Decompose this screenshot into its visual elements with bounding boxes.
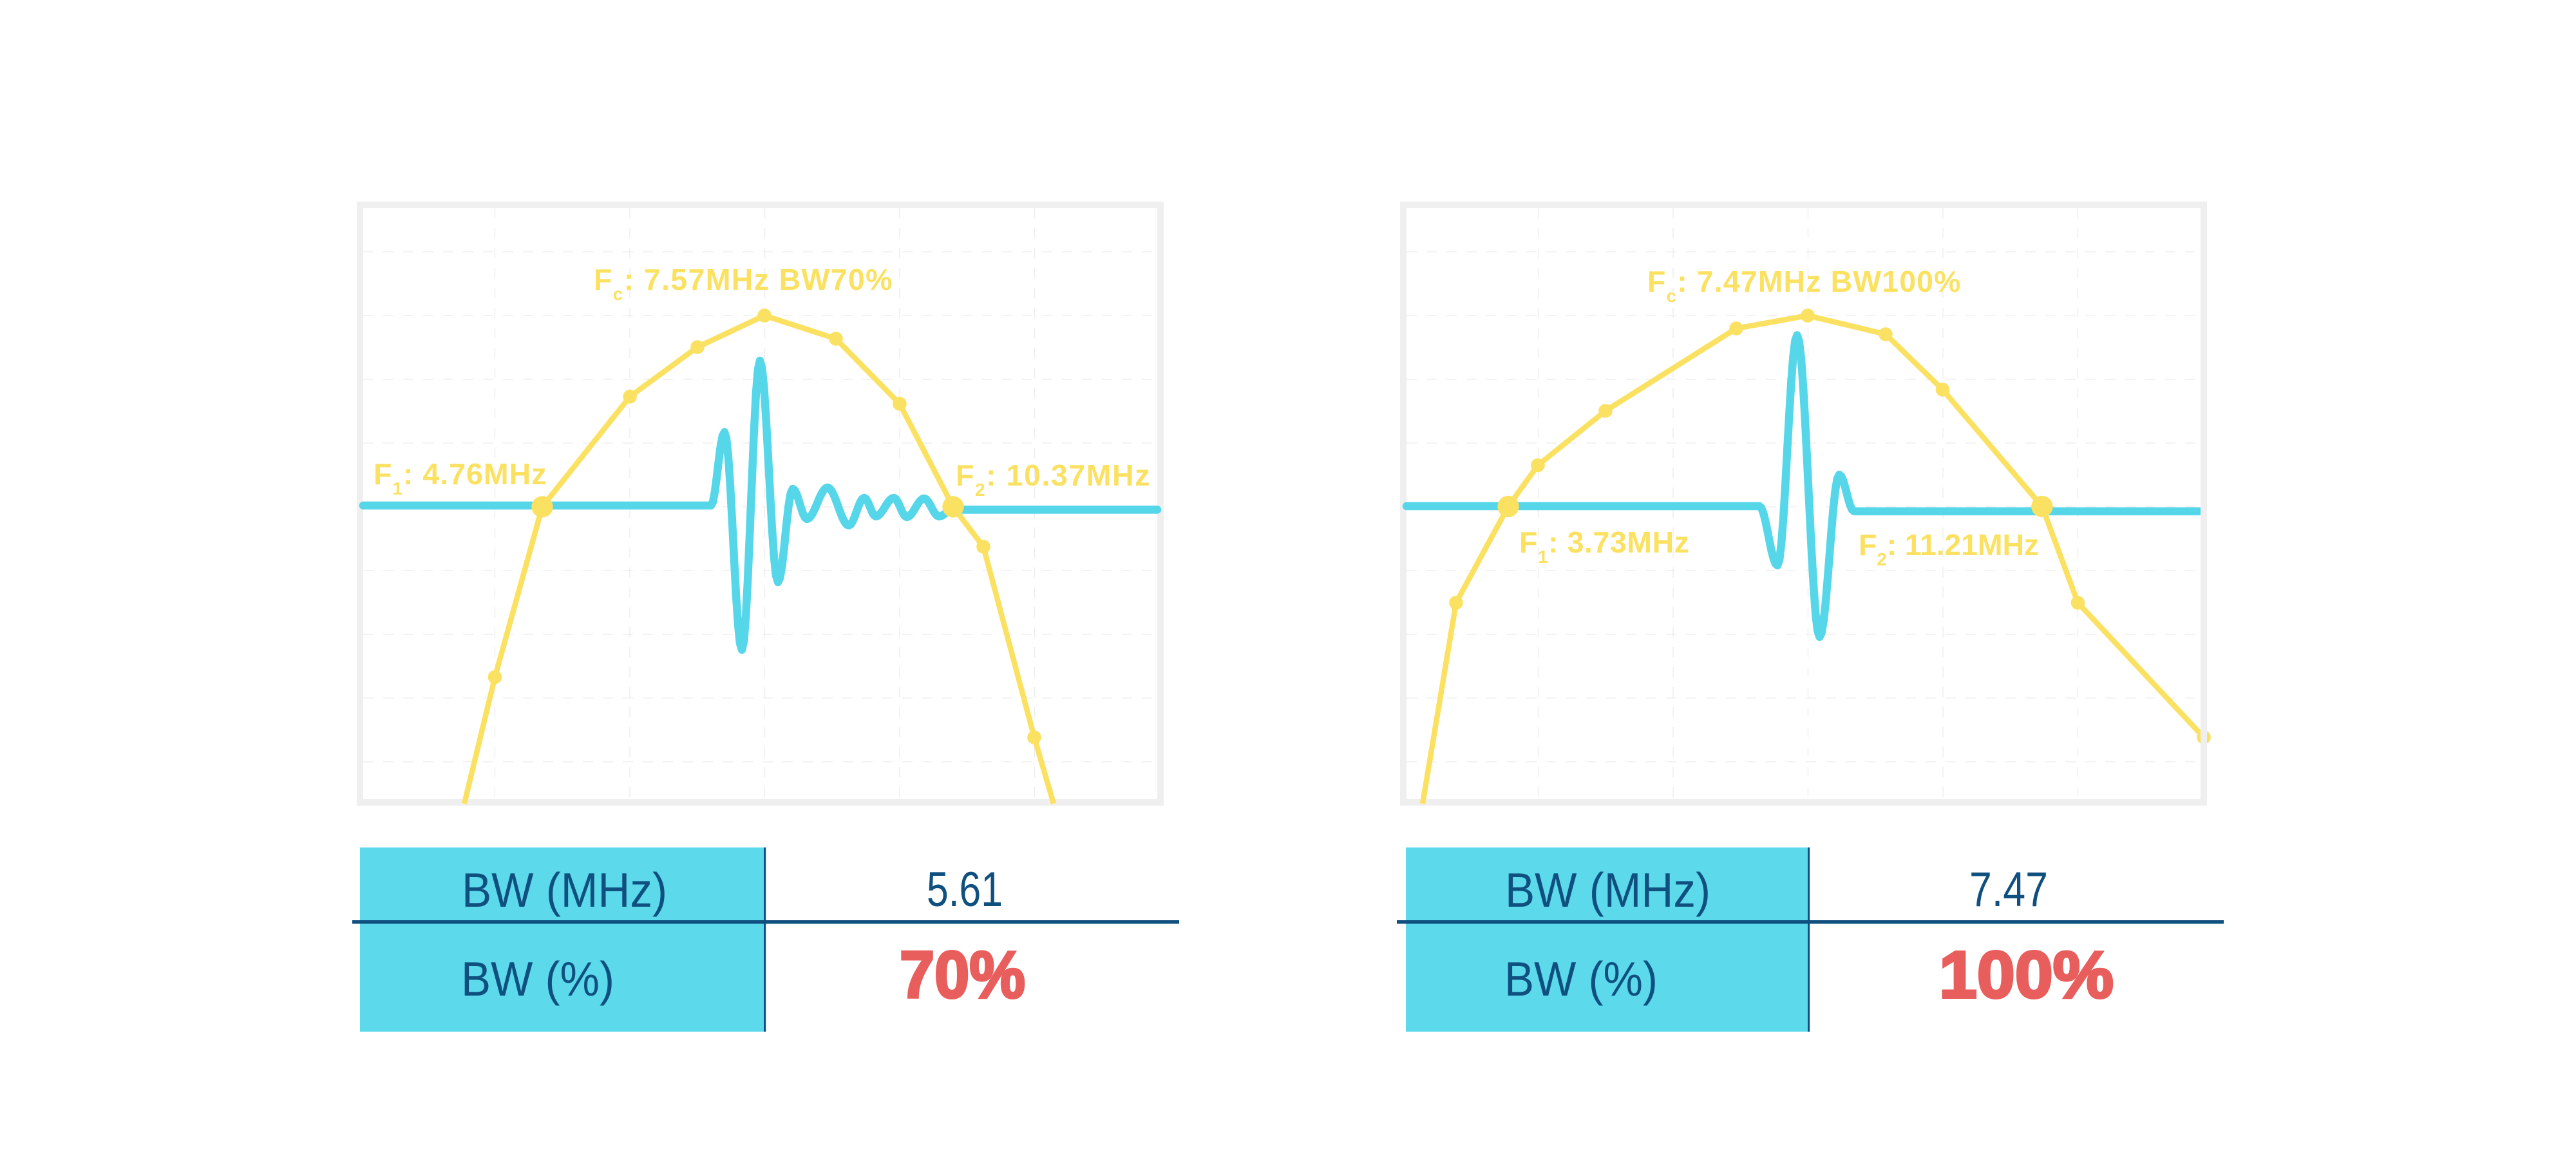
svg-text:100%: 100% <box>1939 938 2114 1012</box>
svg-text:70%: 70% <box>900 938 1025 1012</box>
svg-text:5.61: 5.61 <box>927 862 1003 917</box>
svg-text:BW (MHz): BW (MHz) <box>462 863 667 917</box>
svg-text:BW (%): BW (%) <box>461 952 614 1006</box>
svg-text:BW (%): BW (%) <box>1504 952 1658 1006</box>
svg-text:BW (MHz): BW (MHz) <box>1505 863 1710 917</box>
svg-text:7.47: 7.47 <box>1969 862 2048 917</box>
